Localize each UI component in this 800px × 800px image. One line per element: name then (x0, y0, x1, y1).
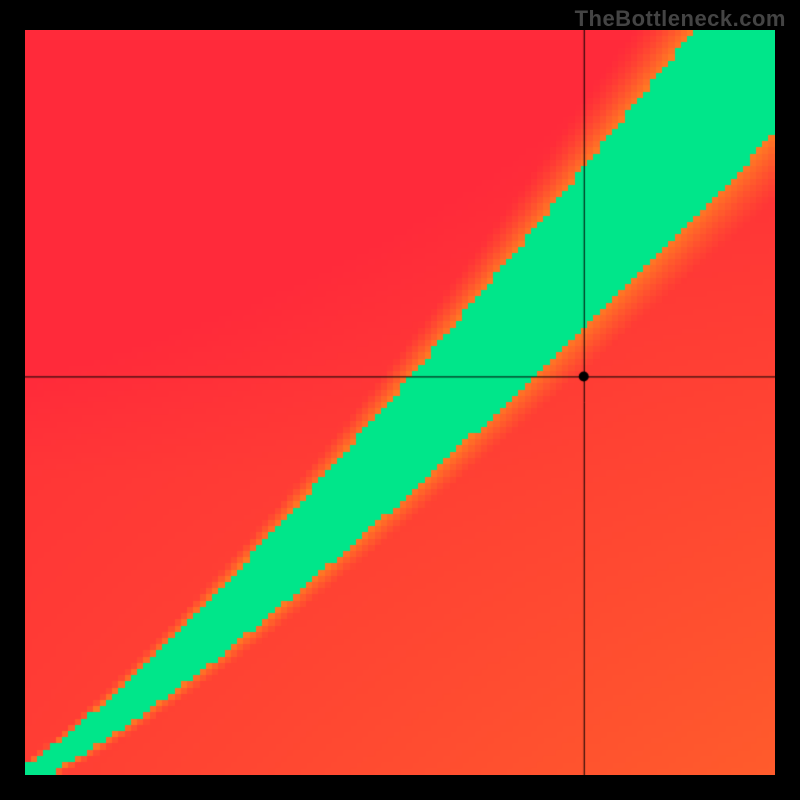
watermark-text: TheBottleneck.com (575, 6, 786, 32)
plot-area (25, 30, 775, 775)
heatmap-canvas (25, 30, 775, 775)
figure-container: TheBottleneck.com (0, 0, 800, 800)
